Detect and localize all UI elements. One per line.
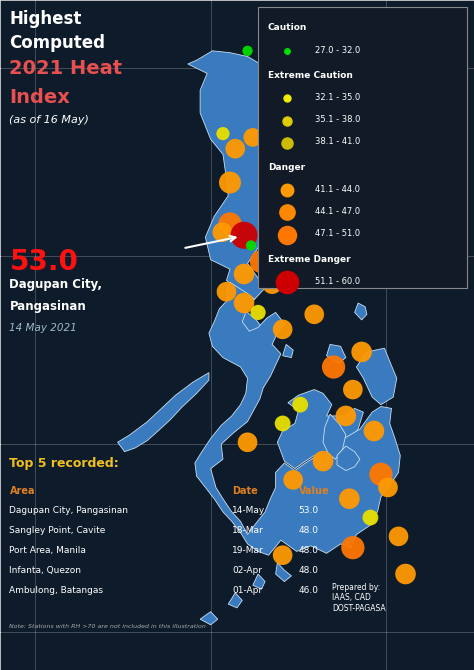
FancyBboxPatch shape — [258, 7, 467, 288]
Text: 47.1 - 51.0: 47.1 - 51.0 — [315, 229, 360, 238]
Text: 2021 Heat: 2021 Heat — [9, 59, 123, 78]
Point — [395, 531, 402, 542]
Polygon shape — [327, 344, 346, 363]
Text: 44.1 - 47.0: 44.1 - 47.0 — [315, 207, 360, 216]
Point — [265, 164, 273, 175]
Text: 14 May 2021: 14 May 2021 — [9, 323, 77, 333]
Point — [240, 269, 248, 279]
Point — [240, 297, 248, 308]
Point — [273, 190, 281, 201]
Text: Extreme Danger: Extreme Danger — [268, 255, 350, 263]
Polygon shape — [323, 414, 346, 459]
Polygon shape — [195, 282, 400, 555]
Polygon shape — [275, 40, 283, 51]
Point — [370, 425, 378, 436]
Text: Prepared by:
IAAS, CAD
DOST-PAGASA: Prepared by: IAAS, CAD DOST-PAGASA — [332, 583, 385, 612]
Point — [402, 569, 410, 580]
Point — [349, 384, 356, 395]
Text: 48.0: 48.0 — [299, 546, 319, 555]
Text: 41.1 - 44.0: 41.1 - 44.0 — [315, 185, 360, 194]
Polygon shape — [355, 303, 367, 320]
Text: Dagupan City,: Dagupan City, — [9, 278, 102, 291]
Polygon shape — [200, 612, 218, 625]
Point — [319, 456, 327, 466]
Polygon shape — [356, 348, 397, 405]
Polygon shape — [218, 312, 264, 348]
Point — [358, 346, 365, 357]
Point — [244, 437, 251, 448]
Polygon shape — [188, 51, 286, 299]
Text: (as of 16 May): (as of 16 May) — [9, 115, 90, 125]
Point — [330, 362, 337, 373]
Polygon shape — [337, 446, 360, 470]
Point — [226, 218, 234, 229]
Text: Infanta, Quezon: Infanta, Quezon — [9, 566, 82, 575]
Point — [342, 411, 350, 421]
Point — [258, 256, 265, 267]
Text: Computed: Computed — [9, 34, 106, 52]
Text: 35.1 - 38.0: 35.1 - 38.0 — [315, 115, 361, 124]
Point — [279, 550, 286, 561]
Text: Value: Value — [299, 486, 329, 496]
Polygon shape — [277, 389, 364, 470]
Point — [384, 482, 392, 493]
Text: Caution: Caution — [268, 23, 307, 32]
Point — [366, 512, 374, 523]
Point — [310, 309, 318, 320]
Point — [349, 542, 356, 553]
Point — [249, 132, 256, 143]
Polygon shape — [275, 563, 292, 582]
Text: 27.0 - 32.0: 27.0 - 32.0 — [315, 46, 360, 54]
Text: 48.0: 48.0 — [299, 566, 319, 575]
Text: Note: Stations with RH >70 are not included in this illustration: Note: Stations with RH >70 are not inclu… — [9, 624, 206, 629]
Point — [377, 469, 385, 480]
Text: 38.1 - 41.0: 38.1 - 41.0 — [315, 137, 360, 146]
Text: 18-Mar: 18-Mar — [232, 526, 264, 535]
Text: Index: Index — [9, 88, 70, 107]
Text: Area: Area — [9, 486, 35, 496]
Text: 32.1 - 35.0: 32.1 - 35.0 — [315, 93, 360, 102]
Text: 02-Apr: 02-Apr — [232, 566, 262, 575]
Text: Date: Date — [232, 486, 258, 496]
Text: 01-Apr: 01-Apr — [232, 586, 263, 595]
Text: 19-Mar: 19-Mar — [232, 546, 264, 555]
Point — [290, 474, 297, 485]
Point — [226, 177, 234, 188]
Point — [247, 240, 255, 251]
Point — [254, 307, 262, 318]
Polygon shape — [253, 574, 265, 589]
Point — [273, 57, 281, 68]
Polygon shape — [228, 593, 242, 608]
Point — [240, 230, 248, 241]
Point — [279, 324, 286, 335]
Text: Extreme Caution: Extreme Caution — [268, 71, 353, 80]
Text: 48.0: 48.0 — [299, 526, 319, 535]
Text: 46.0: 46.0 — [299, 586, 319, 595]
Point — [244, 46, 251, 56]
Point — [346, 493, 353, 504]
Text: 53.0: 53.0 — [299, 506, 319, 515]
Text: Port Area, Manila: Port Area, Manila — [9, 546, 86, 555]
Polygon shape — [283, 344, 293, 358]
Text: 14-May: 14-May — [232, 506, 265, 515]
Text: Dagupan City, Pangasinan: Dagupan City, Pangasinan — [9, 506, 128, 515]
Text: Top 5 recorded:: Top 5 recorded: — [9, 457, 119, 470]
Point — [223, 286, 230, 297]
Text: Danger: Danger — [268, 163, 305, 172]
Text: Highest: Highest — [9, 10, 82, 28]
Point — [219, 227, 226, 238]
Text: Sangley Point, Cavite: Sangley Point, Cavite — [9, 526, 106, 535]
Text: 53.0: 53.0 — [9, 248, 78, 276]
Text: Pangasinan: Pangasinan — [9, 300, 86, 313]
Point — [219, 128, 227, 139]
Text: 51.1 - 60.0: 51.1 - 60.0 — [315, 277, 360, 285]
Polygon shape — [118, 373, 209, 452]
Point — [268, 279, 276, 289]
Point — [296, 399, 304, 410]
Text: Ambulong, Batangas: Ambulong, Batangas — [9, 586, 103, 595]
Point — [279, 418, 286, 429]
Point — [231, 143, 239, 154]
